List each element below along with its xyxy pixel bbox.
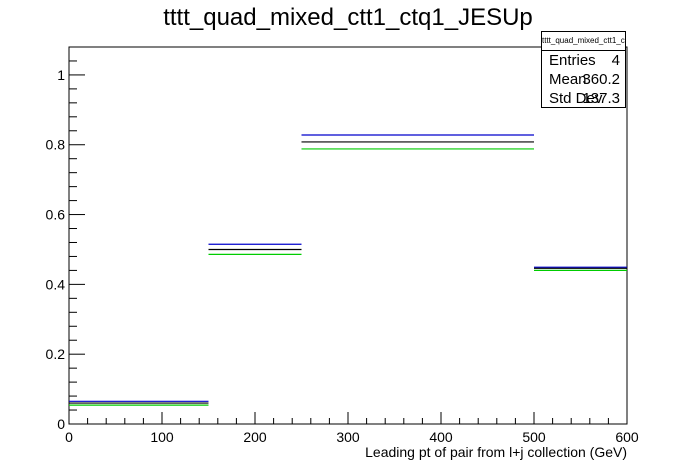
x-tick-label: 300	[336, 429, 360, 445]
series-1	[69, 141, 627, 404]
mean-label: Mean	[549, 71, 587, 88]
chart-title: tttt_quad_mixed_ctt1_ctq1_JESUp	[163, 4, 533, 31]
axis-labels: 0 100 200 300 400 500 600 0 0.2 0.4 0.6 0.8 1 Leading…	[46, 67, 639, 460]
stats-box-title: tttt_quad_mixed_ctt1_ctq1_JESUp	[542, 32, 625, 51]
y-tick-label: 0.4	[46, 276, 66, 292]
series-0	[69, 134, 627, 402]
entries-label: Entries	[549, 52, 596, 69]
x-tick-label: 100	[150, 429, 174, 445]
stddev-value: 137.3	[582, 90, 620, 107]
stddev-label: Std Dev	[549, 90, 603, 107]
y-tick-label: 0.8	[46, 137, 66, 153]
x-tick-label: 0	[65, 429, 73, 445]
y-tick-label: 0.2	[46, 346, 66, 362]
mean-value: 360.2	[582, 71, 620, 88]
x-tick-label: 600	[615, 429, 639, 445]
stats-row-stddev: Std Dev 137.3	[542, 89, 625, 108]
entries-value: 4	[611, 52, 620, 69]
x-tick-label: 200	[243, 429, 267, 445]
series-2	[69, 148, 627, 406]
stats-row-mean: Mean 360.2	[542, 70, 625, 89]
x-axis-label: Leading pt of pair from l+j collection (…	[365, 444, 627, 460]
x-tick-label: 400	[429, 429, 453, 445]
y-tick-label: 0	[57, 416, 65, 432]
series-group	[69, 134, 627, 406]
axes	[68, 46, 628, 425]
x-tick-label: 500	[522, 429, 546, 445]
stats-box: tttt_quad_mixed_ctt1_ctq1_JESUp Entries …	[541, 31, 626, 108]
stats-row-entries: Entries 4	[542, 51, 625, 70]
y-tick-label: 0.6	[46, 207, 66, 223]
y-tick-label: 1	[57, 67, 65, 83]
